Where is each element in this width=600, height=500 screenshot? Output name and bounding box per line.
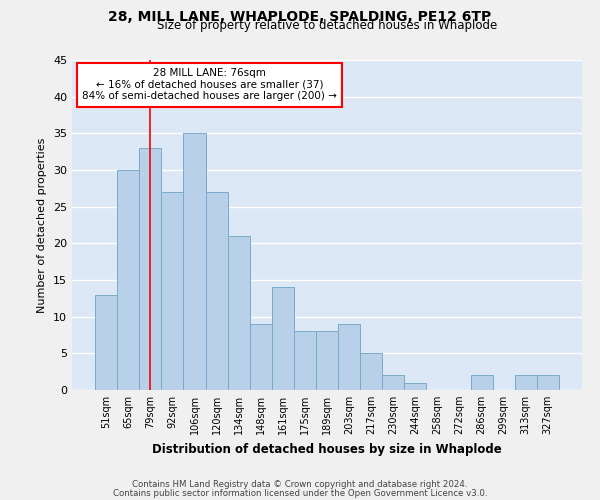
Bar: [382, 376, 404, 390]
X-axis label: Distribution of detached houses by size in Whaplode: Distribution of detached houses by size …: [152, 442, 502, 456]
Bar: [139, 148, 161, 390]
Bar: [316, 332, 338, 390]
Text: 28 MILL LANE: 76sqm
← 16% of detached houses are smaller (37)
84% of semi-detach: 28 MILL LANE: 76sqm ← 16% of detached ho…: [82, 68, 337, 102]
Bar: [206, 192, 227, 390]
Bar: [294, 332, 316, 390]
Y-axis label: Number of detached properties: Number of detached properties: [37, 138, 47, 312]
Bar: [470, 376, 493, 390]
Bar: [360, 354, 382, 390]
Bar: [537, 376, 559, 390]
Bar: [95, 294, 117, 390]
Bar: [227, 236, 250, 390]
Bar: [117, 170, 139, 390]
Bar: [184, 134, 206, 390]
Bar: [404, 382, 427, 390]
Bar: [272, 288, 294, 390]
Bar: [338, 324, 360, 390]
Bar: [250, 324, 272, 390]
Text: 28, MILL LANE, WHAPLODE, SPALDING, PE12 6TP: 28, MILL LANE, WHAPLODE, SPALDING, PE12 …: [109, 10, 491, 24]
Title: Size of property relative to detached houses in Whaplode: Size of property relative to detached ho…: [157, 20, 497, 32]
Text: Contains HM Land Registry data © Crown copyright and database right 2024.: Contains HM Land Registry data © Crown c…: [132, 480, 468, 489]
Bar: [161, 192, 184, 390]
Text: Contains public sector information licensed under the Open Government Licence v3: Contains public sector information licen…: [113, 488, 487, 498]
Bar: [515, 376, 537, 390]
